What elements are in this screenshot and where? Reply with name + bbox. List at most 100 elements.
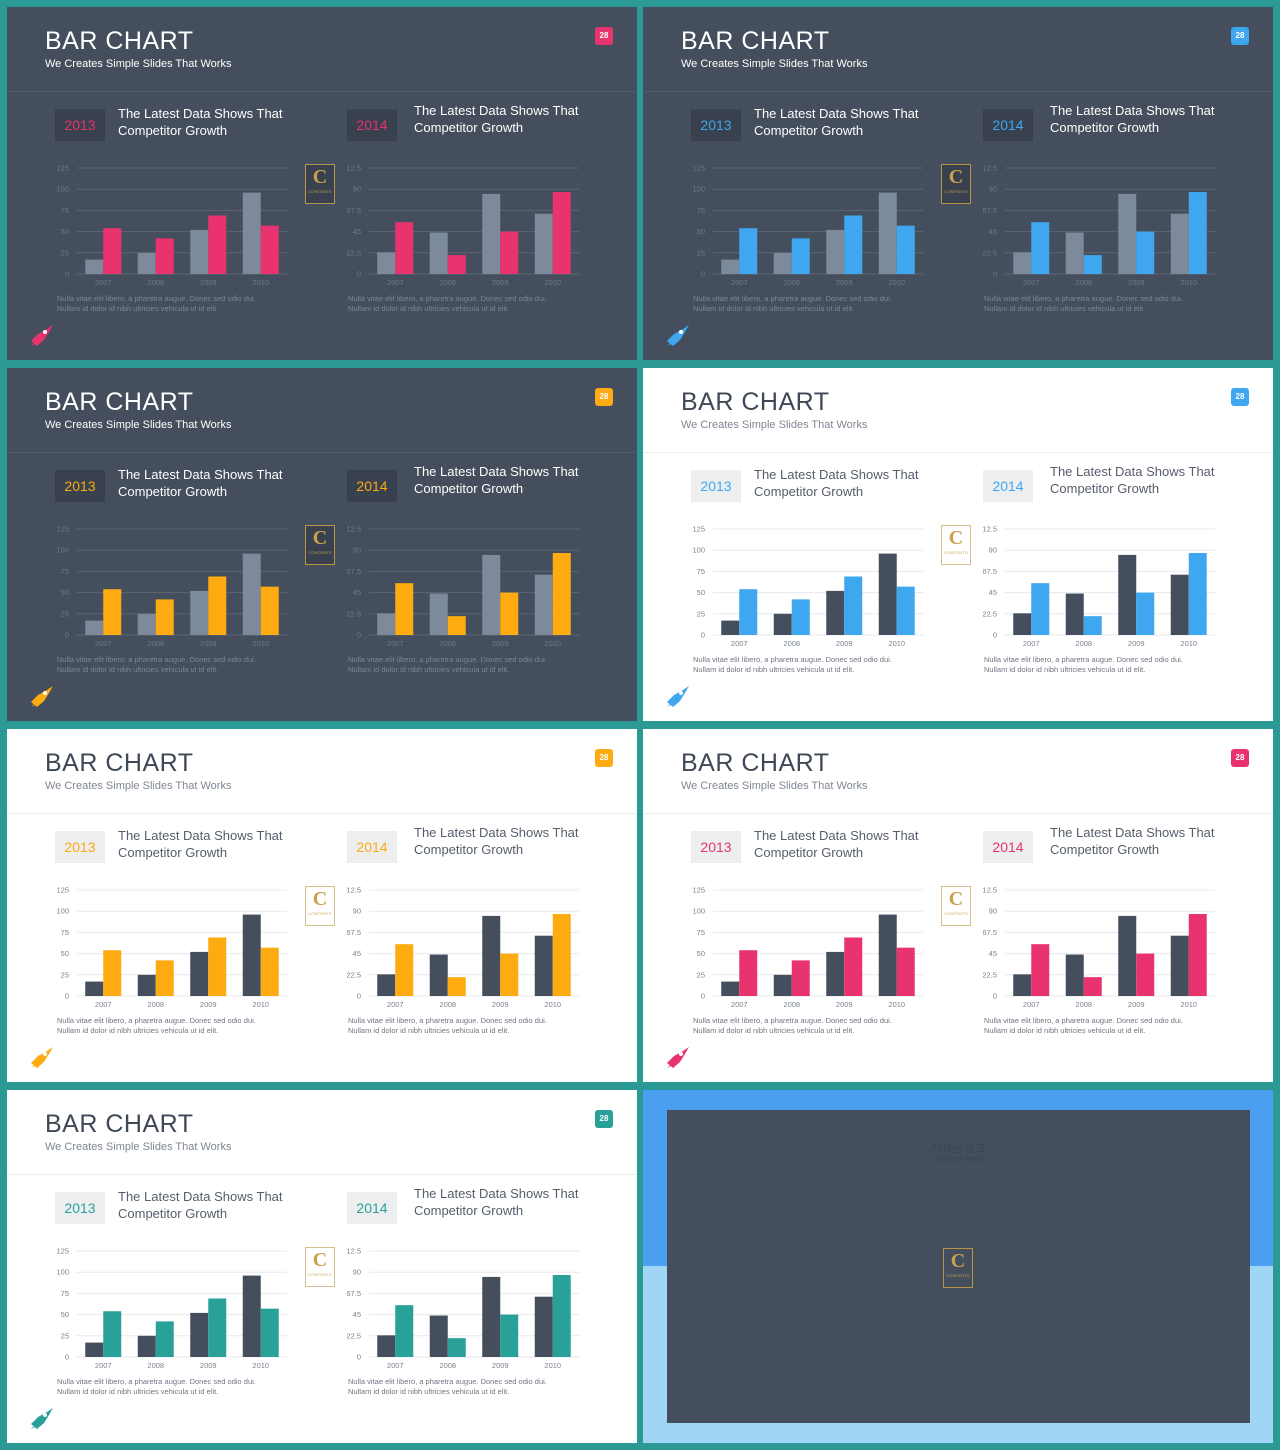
bar-chart-svg: 0 25 50 75 100 125 2007 2008 2009 2010 <box>56 525 287 648</box>
chart-panel-2014: 2014 The Latest Data Shows That Competitor… <box>347 729 637 1082</box>
slide-title: BAR CHART <box>681 27 830 55</box>
panel-title-line1: The Latest Data Shows That <box>754 828 919 843</box>
bar-series-1 <box>429 232 448 274</box>
y-tick-label: 45 <box>989 227 997 236</box>
y-tick-label: 100 <box>56 1268 69 1277</box>
description-line1: Nulla vitae elit libero, a pharetra augu… <box>984 655 1183 664</box>
x-tick-label: 2009 <box>836 1000 853 1009</box>
y-tick-label: 112.5 <box>347 525 361 534</box>
y-tick-label: 67.5 <box>347 928 361 937</box>
panel-title-line2: Competitor Growth <box>414 1203 524 1218</box>
copyright-slide: 저작권 공고 Copyright Notice C CONTENTS <box>643 1090 1273 1443</box>
y-tick-label: 0 <box>357 631 361 640</box>
y-tick-label: 67.5 <box>347 206 361 215</box>
year-label: 2014 <box>983 831 1033 863</box>
y-tick-label: 75 <box>697 928 705 937</box>
description-line1: Nulla vitae elit libero, a pharetra augu… <box>348 294 547 303</box>
chart-panel-2014: 2014 The Latest Data Shows That Competitor… <box>347 1090 637 1443</box>
bar-series-2 <box>552 553 571 635</box>
panel-description: Nulla vitae elit libero, a pharetra augu… <box>693 1016 892 1036</box>
bar-series-2 <box>844 937 863 996</box>
x-tick-label: 2007 <box>95 278 112 287</box>
description-line1: Nulla vitae elit libero, a pharetra augu… <box>984 294 1183 303</box>
x-tick-label: 2007 <box>95 1361 112 1370</box>
y-tick-label: 25 <box>697 970 705 979</box>
bar-series-2 <box>844 576 863 635</box>
page-number-badge: 28 <box>595 388 613 406</box>
bar-series-2 <box>208 576 227 635</box>
y-tick-label: 112.5 <box>983 525 997 534</box>
description-line2: Nullam id dolor id nibh ultricies vehicu… <box>348 1026 510 1035</box>
bar-series-2 <box>1031 222 1050 274</box>
description-line2: Nullam id dolor id nibh ultricies vehicu… <box>984 1026 1146 1035</box>
bar-series-1 <box>1118 554 1137 635</box>
bar-series-1 <box>1013 613 1032 635</box>
x-tick-label: 2010 <box>252 278 269 287</box>
panel-description: Nulla vitae elit libero, a pharetra augu… <box>348 655 547 675</box>
description-line1: Nulla vitae elit libero, a pharetra augu… <box>57 1016 256 1025</box>
y-tick-label: 0 <box>993 631 997 640</box>
x-tick-label: 2009 <box>836 639 853 648</box>
description-line1: Nulla vitae elit libero, a pharetra augu… <box>984 1016 1183 1025</box>
bar-series-1 <box>826 229 845 274</box>
description-line1: Nulla vitae elit libero, a pharetra augu… <box>348 1016 547 1025</box>
logo-letter: C <box>312 888 328 910</box>
panel-title: The Latest Data Shows That Competitor Gro… <box>414 824 579 858</box>
logo: C CONTENTS <box>305 525 335 565</box>
y-tick-label: 67.5 <box>347 1289 361 1298</box>
y-tick-label: 100 <box>692 546 705 555</box>
bar-series-1 <box>482 1276 501 1357</box>
description-line2: Nullam id dolor id nibh ultricies vehicu… <box>693 1026 855 1035</box>
bar-series-1 <box>1013 974 1032 996</box>
bar-series-1 <box>242 192 261 274</box>
bar-series-2 <box>552 192 571 274</box>
bar-series-2 <box>395 944 414 996</box>
y-tick-label: 125 <box>692 886 705 895</box>
x-tick-label: 2007 <box>387 639 404 648</box>
x-tick-label: 2010 <box>1180 639 1197 648</box>
y-tick-label: 0 <box>701 270 705 279</box>
x-tick-label: 2009 <box>200 1000 217 1009</box>
logo: C CONTENTS <box>305 886 335 926</box>
x-tick-label: 2008 <box>147 1361 164 1370</box>
bar-series-2 <box>103 589 122 635</box>
bar-series-1 <box>826 951 845 996</box>
bar-series-1 <box>242 553 261 635</box>
copyright-title: 저작권 공고 <box>931 1143 986 1155</box>
bar-series-2 <box>739 950 758 996</box>
y-tick-label: 0 <box>357 270 361 279</box>
y-tick-label: 0 <box>357 1353 361 1362</box>
x-tick-label: 2007 <box>731 639 748 648</box>
y-tick-label: 125 <box>56 164 69 173</box>
x-tick-label: 2008 <box>1075 1000 1092 1009</box>
y-tick-label: 45 <box>353 588 361 597</box>
x-tick-label: 2008 <box>783 1000 800 1009</box>
bar-series-1 <box>429 954 448 996</box>
bar-series-1 <box>1065 232 1084 274</box>
bar-series-2 <box>155 960 174 996</box>
bar-series-2 <box>155 1321 174 1357</box>
y-tick-label: 90 <box>353 1268 361 1277</box>
panel-title: The Latest Data Shows That Competitor Gro… <box>754 105 919 139</box>
bar-series-2 <box>447 616 466 635</box>
chart-panel-2014: 2014 The Latest Data Shows That Competitor… <box>983 368 1273 721</box>
chart-panel-2014: 2014 The Latest Data Shows That Competitor… <box>347 7 637 360</box>
panel-title-line2: Competitor Growth <box>1050 842 1160 857</box>
bar-series-1 <box>137 974 156 996</box>
bar-series-1 <box>773 613 792 635</box>
bar-series-1 <box>721 259 740 274</box>
panel-title-line2: Competitor Growth <box>118 123 228 138</box>
bar-series-1 <box>1118 915 1137 996</box>
panel-title: The Latest Data Shows That Competitor Gro… <box>1050 102 1215 136</box>
x-tick-label: 2010 <box>888 278 905 287</box>
panel-description: Nulla vitae elit libero, a pharetra augu… <box>57 294 256 314</box>
panel-description: Nulla vitae elit libero, a pharetra augu… <box>984 655 1183 675</box>
bar-series-1 <box>1170 935 1189 996</box>
slide-title: BAR CHART <box>45 1110 194 1138</box>
copyright-card: 저작권 공고 Copyright Notice C CONTENTS <box>667 1110 1250 1423</box>
header-divider <box>643 91 1273 92</box>
bar-series-1 <box>773 974 792 996</box>
y-tick-label: 0 <box>993 992 997 1001</box>
y-tick-label: 0 <box>357 992 361 1001</box>
chart-panel-2013: 2013 The Latest Data Shows That Competitor… <box>55 368 355 721</box>
